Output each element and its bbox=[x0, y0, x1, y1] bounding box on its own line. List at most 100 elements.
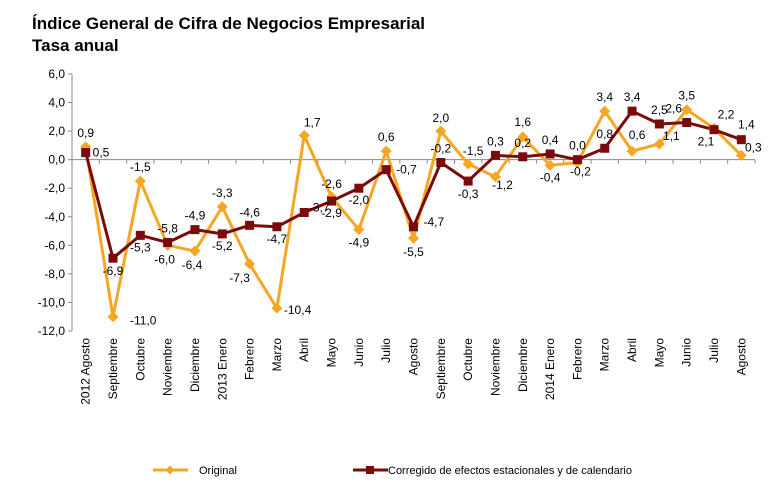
x-tick-label: Septiembre bbox=[434, 338, 448, 400]
x-tick-label: Agosto bbox=[407, 338, 421, 376]
x-tick-label: Mayo bbox=[325, 338, 339, 368]
x-tick-label: Abril bbox=[625, 338, 639, 362]
corrected-point bbox=[327, 196, 337, 206]
original-data-label: -3,3 bbox=[212, 186, 233, 200]
corrected-point bbox=[736, 135, 746, 145]
original-point bbox=[107, 311, 119, 323]
corrected-data-label: 2,6 bbox=[665, 102, 682, 116]
corrected-data-label: -4,6 bbox=[239, 205, 260, 219]
x-tick-label: Mayo bbox=[652, 338, 666, 368]
corrected-point bbox=[545, 149, 555, 159]
corrected-data-label: -3,7 bbox=[309, 200, 330, 214]
corrected-data-label: 2,1 bbox=[698, 135, 715, 149]
original-data-label: -2,6 bbox=[321, 177, 342, 191]
x-tick-label: Julio bbox=[707, 338, 721, 363]
y-tick-label: 2,0 bbox=[48, 124, 65, 138]
corrected-point bbox=[272, 222, 282, 232]
y-tick-label: -8,0 bbox=[44, 267, 65, 281]
original-data-label: -0,2 bbox=[570, 165, 591, 179]
corrected-point bbox=[600, 143, 610, 153]
original-data-label: 1,1 bbox=[663, 129, 680, 143]
chart-title: Índice General de Cifra de Negocios Empr… bbox=[32, 14, 426, 33]
x-tick-label: Octubre bbox=[461, 338, 475, 381]
original-point bbox=[517, 131, 529, 143]
original-data-label: -1,5 bbox=[130, 160, 151, 174]
x-tick-label: Junio bbox=[352, 338, 366, 367]
corrected-data-label: -2,9 bbox=[321, 206, 342, 220]
original-point bbox=[544, 159, 556, 171]
original-data-label: -1,5 bbox=[463, 144, 484, 158]
corrected-point bbox=[682, 118, 692, 128]
corrected-data-label: 1,4 bbox=[738, 118, 755, 132]
corrected-point bbox=[190, 225, 200, 235]
x-tick-label: Noviembre bbox=[161, 338, 175, 396]
legend-corrected-label: Corregido de efectos estacionales y de c… bbox=[388, 465, 632, 477]
x-tick-label: Febrero bbox=[570, 338, 584, 380]
original-point bbox=[189, 245, 201, 257]
corrected-data-label: -6,9 bbox=[103, 264, 124, 278]
y-tick-label: -10,0 bbox=[38, 295, 66, 309]
corrected-point bbox=[627, 106, 637, 116]
corrected-data-label: -2,0 bbox=[349, 193, 370, 207]
original-point bbox=[435, 125, 447, 137]
original-data-label: 0,6 bbox=[378, 130, 395, 144]
corrected-point bbox=[409, 222, 418, 232]
x-tick-label: Marzo bbox=[598, 338, 612, 372]
x-tick-label: Febrero bbox=[243, 338, 257, 380]
corrected-point bbox=[436, 158, 446, 168]
original-point bbox=[216, 201, 228, 213]
original-data-label: -6,0 bbox=[154, 252, 175, 266]
x-tick-label: Septiembre bbox=[106, 338, 120, 400]
corrected-data-label: 0,3 bbox=[487, 134, 504, 148]
corrected-point bbox=[108, 253, 118, 263]
original-data-label: 0,9 bbox=[77, 126, 94, 140]
original-data-label: 3,4 bbox=[596, 90, 613, 104]
x-tick-label: 2012 Agosto bbox=[79, 338, 93, 405]
y-tick-label: -12,0 bbox=[38, 324, 66, 338]
original-data-label: 3,5 bbox=[678, 89, 695, 103]
original-point bbox=[298, 129, 310, 141]
y-tick-label: -2,0 bbox=[44, 181, 65, 195]
original-point bbox=[408, 232, 419, 244]
original-data-label: -4,9 bbox=[349, 236, 370, 250]
legend-corrected-marker bbox=[366, 466, 374, 474]
original-point bbox=[653, 138, 665, 150]
y-tick-label: -6,0 bbox=[44, 238, 65, 252]
corrected-data-label: -4,7 bbox=[267, 232, 288, 246]
original-data-label: -5,5 bbox=[403, 245, 424, 259]
original-data-label: -10,4 bbox=[284, 303, 312, 317]
corrected-data-label: 0,0 bbox=[569, 139, 586, 153]
corrected-data-label: -4,9 bbox=[185, 209, 206, 223]
corrected-data-label: 2,5 bbox=[651, 103, 668, 117]
corrected-data-label: -5,2 bbox=[212, 239, 233, 253]
corrected-point bbox=[709, 125, 719, 135]
corrected-data-label: -5,8 bbox=[157, 221, 178, 235]
corrected-point bbox=[572, 155, 582, 165]
x-tick-label: 2013 Enero bbox=[215, 338, 229, 400]
corrected-data-label: -4,7 bbox=[424, 215, 445, 229]
original-point bbox=[380, 145, 392, 157]
corrected-point bbox=[135, 230, 145, 240]
original-data-label: 0,6 bbox=[629, 128, 646, 142]
x-tick-label: Abril bbox=[297, 338, 311, 362]
corrected-point bbox=[354, 183, 364, 193]
corrected-point bbox=[518, 152, 528, 162]
corrected-point bbox=[463, 176, 473, 186]
x-tick-label: Marzo bbox=[270, 338, 284, 372]
corrected-data-label: -0,2 bbox=[430, 142, 451, 156]
corrected-data-label: -0,3 bbox=[458, 187, 479, 201]
corrected-point bbox=[217, 229, 227, 239]
corrected-data-label: 0,5 bbox=[93, 146, 110, 160]
original-point bbox=[489, 171, 501, 183]
original-data-label: -11,0 bbox=[130, 314, 157, 328]
original-point bbox=[244, 258, 256, 270]
x-tick-label: Octubre bbox=[133, 338, 147, 381]
original-data-label: -6,4 bbox=[182, 258, 203, 272]
original-data-label: 1,6 bbox=[514, 115, 531, 129]
corrected-data-label: 0,8 bbox=[596, 127, 613, 141]
x-tick-label: Julio bbox=[379, 338, 393, 363]
original-point bbox=[735, 149, 747, 161]
original-point bbox=[462, 158, 474, 170]
original-data-label: -1,2 bbox=[492, 178, 513, 192]
original-point bbox=[681, 104, 693, 116]
